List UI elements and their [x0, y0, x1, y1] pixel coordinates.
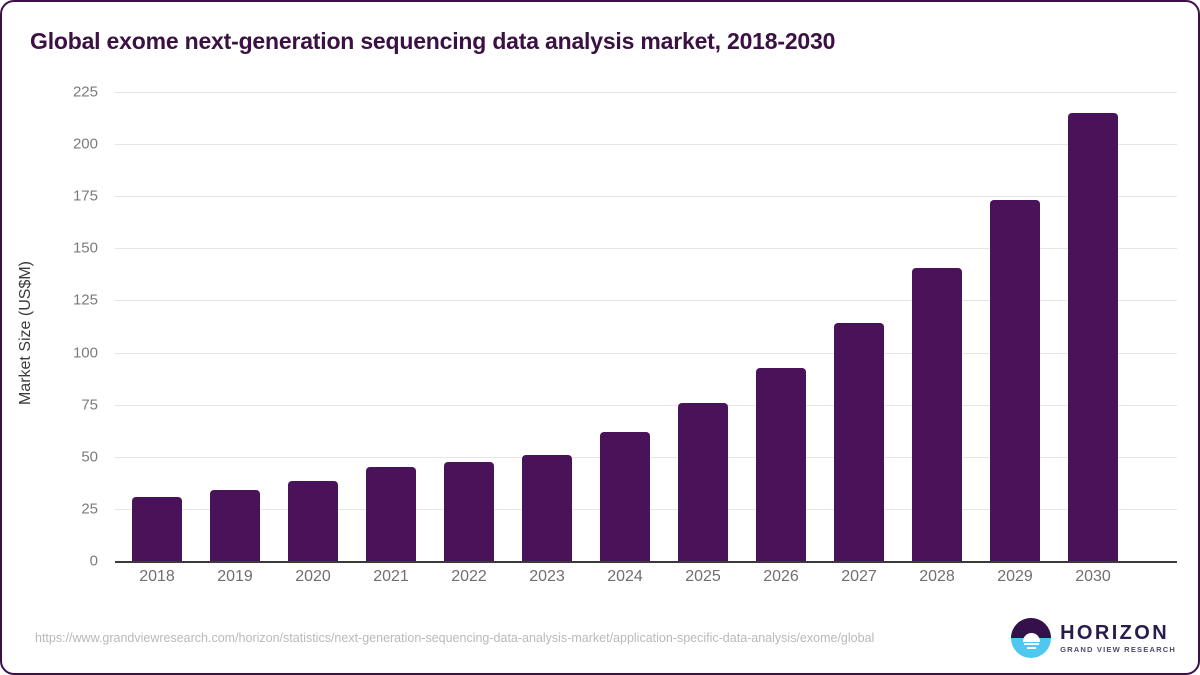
bar-2026[interactable]	[756, 368, 806, 561]
y-tick-label-150: 150	[72, 239, 98, 257]
y-tick-label-225: 225	[72, 83, 98, 101]
gridline-125	[115, 300, 1177, 302]
x-tick-label-2018: 2018	[139, 568, 175, 585]
logo-wordmark: HORIZON	[1060, 621, 1170, 644]
bar-2020[interactable]	[288, 480, 338, 561]
y-tick-label-75: 75	[81, 396, 98, 414]
bar-2030[interactable]	[1068, 112, 1118, 561]
x-tick-label-2030: 2030	[1075, 568, 1111, 585]
x-tick-label-2022: 2022	[451, 568, 487, 585]
x-tick-label-2019: 2019	[217, 568, 253, 585]
bar-series	[115, 92, 1177, 561]
x-tick-label-2026: 2026	[763, 568, 799, 585]
page-title: Global exome next-generation sequencing …	[30, 28, 836, 54]
x-tick-label-2020: 2020	[295, 568, 331, 585]
x-tick-label-2024: 2024	[607, 568, 643, 585]
x-tick-label-2021: 2021	[373, 568, 409, 585]
y-tick-label-100: 100	[72, 344, 98, 362]
y-tick-label-200: 200	[72, 135, 98, 153]
gridline-200	[115, 144, 1177, 146]
bar-2023[interactable]	[522, 454, 572, 561]
bar-2021[interactable]	[366, 467, 416, 561]
y-tick-label-125: 125	[72, 291, 98, 309]
gridline-100	[115, 352, 1177, 354]
x-tick-label-2025: 2025	[685, 568, 721, 585]
gridline-225	[115, 92, 1177, 93]
y-tick-label-175: 175	[72, 187, 98, 205]
y-tick-label-25: 25	[81, 500, 98, 518]
x-tick-label-2028: 2028	[919, 568, 955, 585]
bar-2019[interactable]	[210, 490, 260, 561]
bar-2024[interactable]	[600, 431, 650, 561]
logo-tagline: GRAND VIEW RESEARCH	[1060, 644, 1176, 654]
bar-2018[interactable]	[132, 497, 182, 561]
bar-2027[interactable]	[834, 323, 884, 561]
horizon-logo: HORIZON GRAND VIEW RESEARCH	[1011, 618, 1176, 658]
y-axis-tick-labels: 0 25 50 75 100 125 150 175 200 225	[2, 84, 106, 570]
gridline-75	[115, 404, 1177, 406]
source-url[interactable]: https://www.grandviewresearch.com/horizo…	[35, 631, 875, 645]
horizon-logo-icon	[1011, 618, 1052, 658]
gridline-150	[115, 248, 1177, 250]
x-tick-label-2029: 2029	[997, 568, 1033, 585]
bar-2025[interactable]	[678, 402, 728, 561]
y-tick-label-50: 50	[81, 448, 98, 466]
bar-2028[interactable]	[912, 268, 962, 561]
bar-2022[interactable]	[444, 462, 494, 561]
gridline-175	[115, 196, 1177, 198]
x-tick-label-2027: 2027	[841, 568, 877, 585]
x-tick-label-2023: 2023	[529, 568, 565, 585]
y-tick-label-0: 0	[89, 552, 98, 570]
axis-line-zero	[115, 561, 1177, 563]
bar-2029[interactable]	[990, 200, 1040, 561]
x-axis-tick-labels: 2018 2019 2020 2021 2022 2023 2024 2025 2026 2027…	[115, 568, 1177, 596]
